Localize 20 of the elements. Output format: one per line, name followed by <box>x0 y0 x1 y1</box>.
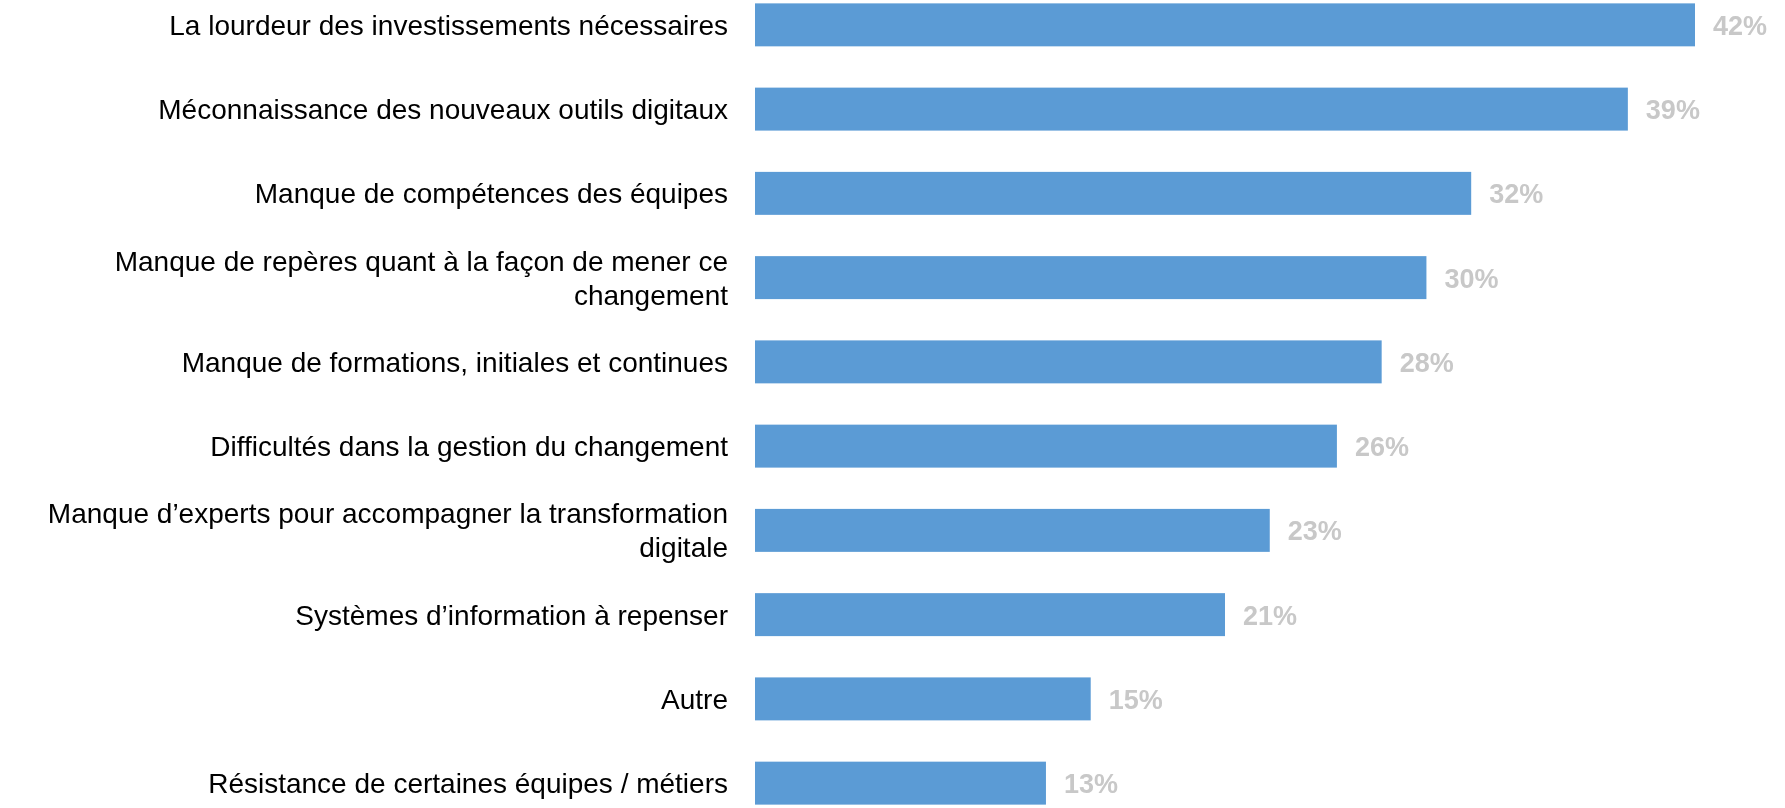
bar <box>755 508 1270 552</box>
y-tick-label: Manque de compétences des équipes <box>254 178 728 210</box>
y-tick-label: Manque de repères quant à la façon de mener ce changement <box>114 245 729 311</box>
bar <box>755 593 1225 637</box>
bar <box>755 424 1337 468</box>
y-tick-label: Autre <box>661 683 728 715</box>
y-tick-label: Résistance de certaines équipes / métiers <box>208 768 728 800</box>
y-tick-label: La lourdeur des investissements nécessaires <box>169 9 728 41</box>
bar <box>755 761 1046 805</box>
y-tick-label: Systèmes d’information à repenser <box>295 599 728 631</box>
bar <box>755 3 1695 47</box>
y-tick-label: Méconnaissance des nouveaux outils digitaux <box>158 94 728 126</box>
y-tick-label: Manque d’experts pour accompagner la transformation digitale <box>47 498 728 564</box>
bar <box>755 256 1427 300</box>
bar <box>755 677 1091 721</box>
bar <box>755 87 1628 131</box>
bar <box>755 340 1382 384</box>
y-tick-label: Manque de formations, initiales et continues <box>181 346 728 378</box>
y-tick-label: Difficultés dans la gestion du changement <box>210 431 729 463</box>
bar <box>755 171 1472 215</box>
